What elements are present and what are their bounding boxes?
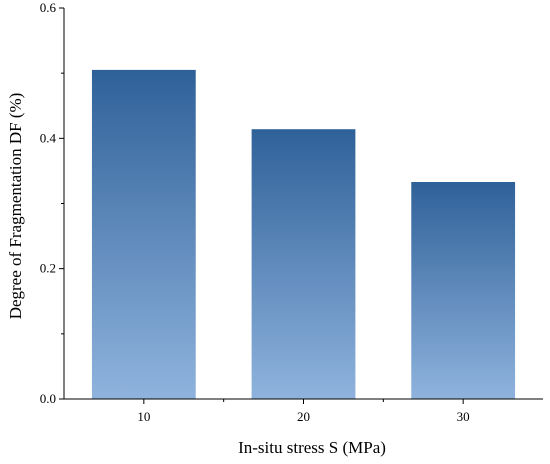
y-tick-label: 0.0 <box>40 391 56 406</box>
x-axis-title: In-situ stress S (MPa) <box>238 438 386 457</box>
bars-group <box>91 69 516 400</box>
y-tick-label: 0.6 <box>40 0 57 15</box>
x-tick-label: 10 <box>137 409 150 424</box>
y-axis-title: Degree of Fragmentation DF (%) <box>6 93 25 320</box>
bar-30 <box>411 181 516 399</box>
y-tick-label: 0.2 <box>40 261 56 276</box>
bar-10 <box>91 69 196 400</box>
x-tick-label: 30 <box>457 409 470 424</box>
axes-group: 0.0 0.2 0.4 0.6 10 20 30 <box>40 0 543 424</box>
y-tick-label: 0.4 <box>40 130 57 145</box>
x-tick-label: 20 <box>297 409 310 424</box>
bar-20 <box>251 129 356 399</box>
